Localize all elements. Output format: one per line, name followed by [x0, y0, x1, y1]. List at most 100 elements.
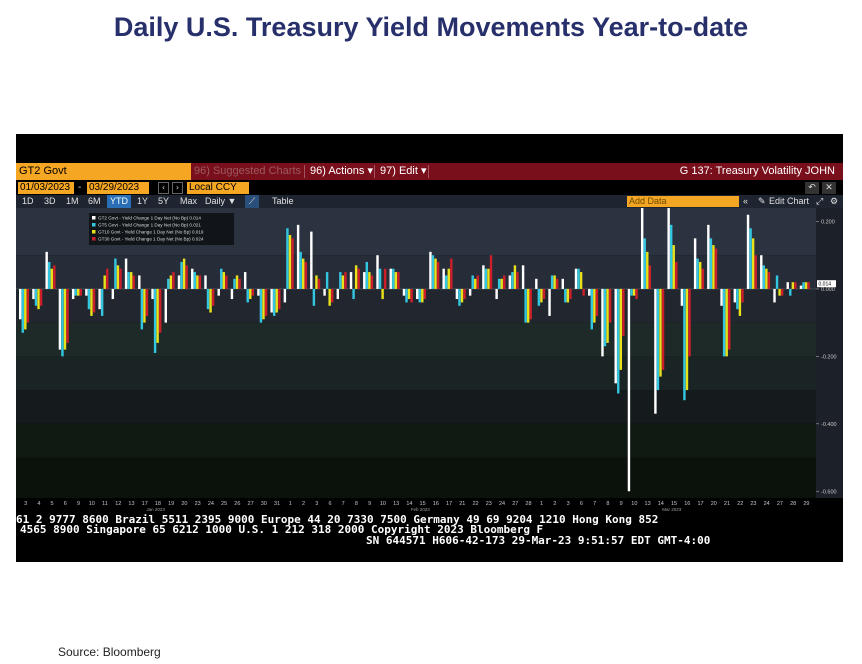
bar-series-4 — [383, 268, 387, 289]
x-tick-label: 27 — [777, 501, 783, 507]
bar-series-3 — [262, 288, 265, 320]
range-1d[interactable]: 1D — [22, 196, 34, 206]
bar-series-3 — [698, 261, 702, 289]
currency-select[interactable]: Local CCY — [187, 182, 249, 194]
expand-icon[interactable]: ⤢ — [816, 196, 824, 206]
range-max[interactable]: Max — [180, 196, 198, 206]
bar-series-3 — [77, 288, 80, 296]
bar-series-1 — [627, 288, 631, 492]
start-date-input[interactable]: 01/03/2023 — [18, 182, 74, 194]
line-chart-icon[interactable]: ⟋ — [245, 195, 259, 208]
add-data-input[interactable]: Add Data — [627, 196, 739, 207]
bar-series-3 — [222, 272, 226, 289]
x-tick-label: 12 — [115, 501, 121, 507]
gear-icon[interactable]: ⚙ — [830, 196, 839, 206]
range-6m[interactable]: 6M — [88, 196, 101, 206]
bar-series-4 — [754, 255, 757, 289]
bar-series-1 — [429, 251, 432, 289]
bar-series-2 — [246, 288, 249, 303]
range-5y[interactable]: 5Y — [158, 196, 170, 206]
x-tick-label: 13 — [393, 501, 399, 507]
bar-series-2 — [74, 288, 77, 296]
x-tick-label: 17 — [142, 501, 148, 507]
bar-series-1 — [588, 288, 591, 296]
table-button[interactable]: Table — [272, 196, 294, 206]
bar-series-1 — [601, 288, 604, 357]
ticker-field[interactable]: GT2 Govt — [16, 163, 191, 180]
bar-series-2 — [775, 275, 779, 289]
x-tick-label: 9 — [77, 501, 80, 507]
yield-change-chart: 0.200 0.000 -0.200 -0.400 -0.600 0.014 3 4 5 6 9 10… — [16, 197, 843, 512]
x-tick-label: 31 — [274, 501, 280, 507]
date-range-bar: 01/03/2023 - 03/29/2023 ‹ › Local CCY ↶ … — [16, 181, 843, 195]
bar-series-1 — [296, 224, 300, 289]
bar-series-1 — [482, 265, 485, 289]
bar-series-2 — [722, 288, 726, 357]
suggested-charts-button[interactable]: 96) Suggested Charts — [194, 165, 302, 177]
bar-series-1 — [535, 278, 538, 289]
x-tick-label: 8 — [355, 501, 358, 507]
edit-chart-button[interactable]: Edit Chart — [769, 196, 810, 206]
frequency-select[interactable]: Daily ▼ — [205, 196, 237, 206]
actions-menu[interactable]: 96) Actions ▾ — [310, 165, 373, 177]
bar-series-4 — [476, 275, 479, 289]
bar-series-4 — [291, 238, 294, 289]
x-tick-label: 22 — [737, 501, 743, 507]
bar-series-3 — [249, 288, 252, 300]
chevron-left-icon[interactable]: ‹ — [158, 182, 169, 194]
bar-series-2 — [603, 288, 607, 347]
x-tick-label: 6 — [328, 501, 331, 507]
bar-series-3 — [513, 265, 517, 289]
bar-series-4 — [211, 288, 215, 306]
last-value-box — [817, 280, 836, 288]
bar-series-2 — [48, 261, 51, 289]
range-3d[interactable]: 3D — [44, 196, 56, 206]
bar-series-2 — [484, 268, 488, 289]
bar-series-3 — [646, 251, 649, 289]
range-1m[interactable]: 1M — [66, 196, 79, 206]
bar-series-2 — [272, 288, 276, 316]
bar-series-3 — [196, 275, 199, 289]
close-icon[interactable]: ✕ — [822, 182, 836, 194]
x-tick-label: 10 — [631, 501, 637, 507]
bar-series-2 — [405, 288, 408, 303]
bar-series-2 — [696, 258, 699, 289]
bar-series-2 — [617, 288, 620, 394]
bar-series-4 — [198, 275, 202, 289]
menu-divider — [374, 165, 375, 178]
bar-series-1 — [58, 288, 62, 350]
range-1y[interactable]: 1Y — [137, 196, 149, 206]
x-tick-label: 1 — [540, 501, 543, 507]
bar-series-1 — [217, 288, 220, 296]
x-tick-label: 14 — [406, 501, 412, 507]
collapse-icon[interactable]: « — [743, 196, 749, 206]
bar-series-4 — [304, 261, 307, 289]
bar-series-2 — [564, 288, 567, 303]
bar-series-2 — [114, 258, 117, 289]
bar-series-3 — [738, 288, 742, 316]
background-band — [16, 457, 816, 498]
edit-menu[interactable]: 97) Edit ▾ — [380, 165, 427, 177]
bar-series-4 — [172, 272, 175, 289]
bar-series-1 — [191, 268, 194, 289]
bar-series-1 — [786, 282, 789, 289]
bar-series-3 — [434, 258, 437, 289]
bar-series-2 — [220, 268, 223, 289]
bar-series-3 — [288, 234, 292, 289]
bar-series-2 — [709, 238, 713, 289]
bar-series-3 — [474, 278, 477, 289]
bar-series-2 — [736, 288, 739, 310]
range-ytd[interactable]: YTD — [107, 195, 131, 208]
chevron-right-icon[interactable]: › — [172, 182, 183, 194]
bar-series-2 — [497, 278, 501, 289]
background-band — [16, 390, 816, 424]
end-date-input[interactable]: 03/29/2023 — [87, 182, 149, 194]
x-tick-label: 17 — [697, 501, 703, 507]
x-tick-label: 11 — [102, 501, 108, 507]
bar-series-4 — [53, 265, 56, 289]
x-tick-label: 10 — [89, 501, 95, 507]
undo-icon[interactable]: ↶ — [805, 182, 819, 194]
x-tick-label: 2 — [553, 501, 556, 507]
x-tick-label: 19 — [168, 501, 174, 507]
bar-series-4 — [701, 268, 704, 289]
